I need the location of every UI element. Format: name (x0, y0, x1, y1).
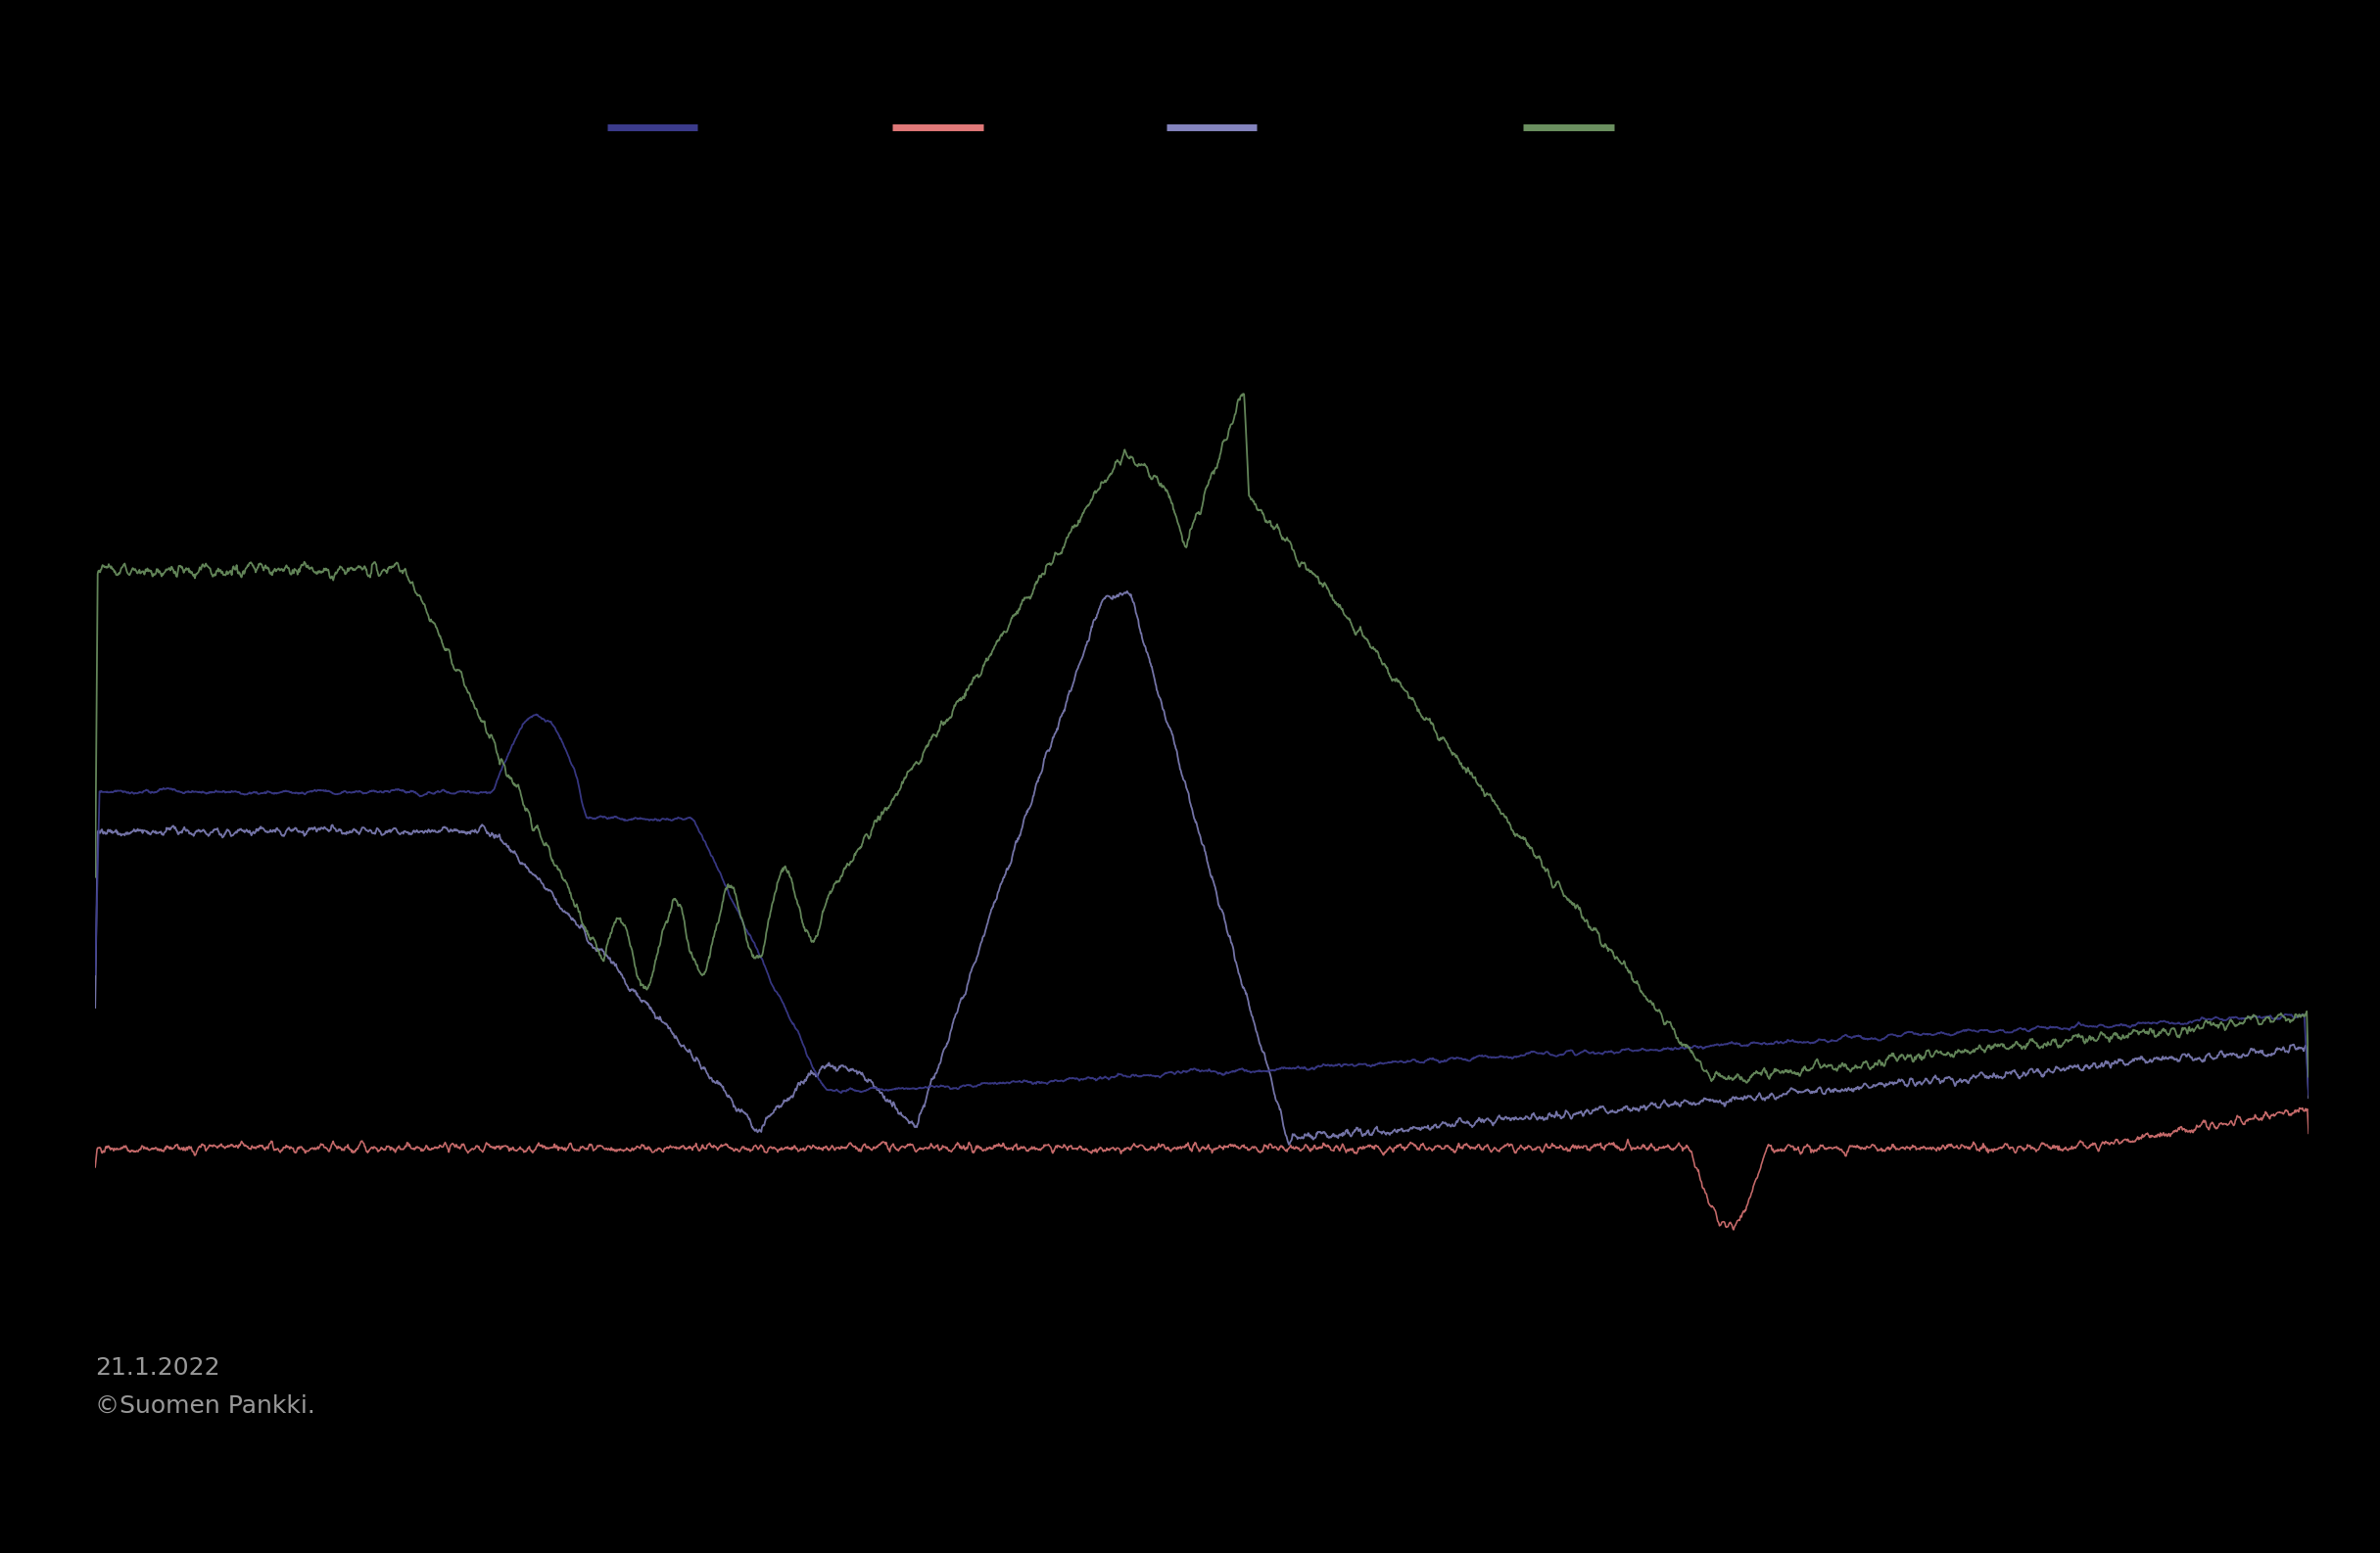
Text: ©Suomen Pankki.: ©Suomen Pankki. (95, 1395, 317, 1418)
Text: 21.1.2022: 21.1.2022 (95, 1356, 221, 1379)
